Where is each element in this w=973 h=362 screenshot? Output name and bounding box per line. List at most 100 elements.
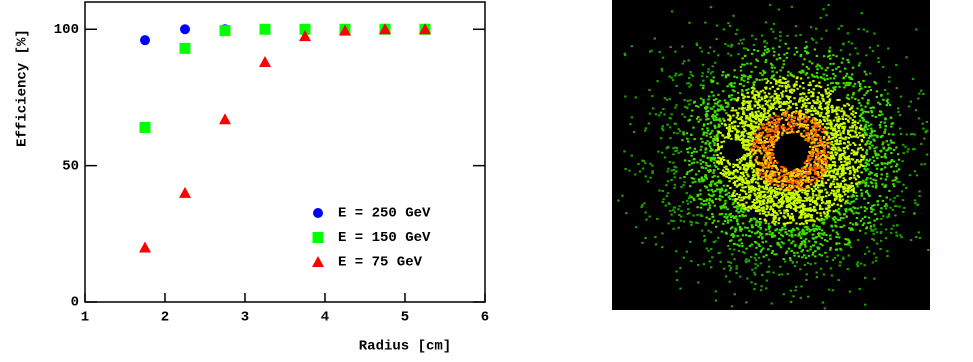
hit (717, 94, 719, 96)
hit (779, 35, 781, 37)
hit (844, 147, 846, 149)
hit (812, 234, 814, 236)
hit (714, 240, 716, 242)
hit (886, 100, 888, 102)
hit (918, 195, 920, 197)
hit (782, 192, 784, 194)
hit (704, 185, 706, 187)
hit (781, 94, 783, 96)
hit (783, 258, 785, 260)
hit (814, 145, 816, 147)
hit (792, 203, 794, 205)
hit (840, 137, 842, 139)
hit (785, 87, 787, 89)
hit (816, 229, 818, 231)
hit (753, 44, 755, 46)
hit (781, 273, 783, 275)
hit (797, 235, 799, 237)
hit (812, 192, 814, 194)
hit (827, 213, 829, 215)
hit (787, 273, 789, 275)
hit (777, 88, 779, 90)
hit (708, 171, 710, 173)
hit (824, 158, 826, 160)
hit (817, 167, 819, 169)
hit (707, 130, 709, 132)
hit (880, 178, 882, 180)
hit (789, 178, 791, 180)
hit (881, 143, 883, 145)
hit (714, 182, 716, 184)
hit (762, 203, 764, 205)
hit (917, 98, 919, 100)
hit (767, 248, 769, 250)
hit (741, 138, 743, 140)
hit (760, 289, 762, 291)
hit (736, 193, 738, 195)
hit (788, 203, 790, 205)
hit (662, 198, 664, 200)
hit (742, 134, 744, 136)
hit (829, 58, 831, 60)
hit (707, 209, 709, 211)
hit (746, 227, 748, 229)
hit (821, 170, 823, 172)
hit (658, 114, 660, 116)
hit (701, 215, 703, 217)
hit (869, 148, 871, 150)
y-tick-label: 0 (71, 295, 79, 311)
hit (849, 117, 851, 119)
hit (665, 205, 667, 207)
hit (750, 119, 752, 121)
hit (801, 191, 803, 193)
hit (835, 226, 837, 228)
hit (718, 118, 720, 120)
hit (772, 106, 774, 108)
hit (791, 213, 793, 215)
hit (719, 213, 721, 215)
hit (826, 106, 828, 108)
hit (842, 257, 844, 259)
hit (876, 168, 878, 170)
hit (765, 135, 767, 137)
hit (864, 182, 866, 184)
hit (800, 133, 802, 135)
hit (809, 109, 811, 111)
hit (850, 246, 852, 248)
hit (833, 172, 835, 174)
hit (839, 140, 841, 142)
hit (798, 101, 800, 103)
hit (835, 236, 837, 238)
hit (906, 134, 908, 136)
hit (812, 237, 814, 239)
hit (826, 200, 828, 202)
hit (785, 103, 787, 105)
hit (727, 133, 729, 135)
hit (840, 200, 842, 202)
hit (764, 219, 766, 221)
hit (873, 204, 875, 206)
hit (920, 143, 922, 145)
hit (841, 116, 843, 118)
hit (750, 155, 752, 157)
hit (798, 233, 800, 235)
hit (808, 159, 810, 161)
hit (820, 219, 822, 221)
hit (742, 100, 744, 102)
hit (808, 92, 810, 94)
hit (844, 172, 846, 174)
hit (788, 239, 790, 241)
hit (704, 22, 706, 24)
hit (741, 243, 743, 245)
hit (836, 123, 838, 125)
hit (809, 61, 811, 63)
hit (781, 183, 783, 185)
hit (854, 121, 856, 123)
hit (817, 134, 819, 136)
hit (737, 53, 739, 55)
hit (752, 174, 754, 176)
hit (693, 138, 695, 140)
hit (791, 185, 793, 187)
hit (651, 95, 653, 97)
hit (766, 42, 768, 44)
